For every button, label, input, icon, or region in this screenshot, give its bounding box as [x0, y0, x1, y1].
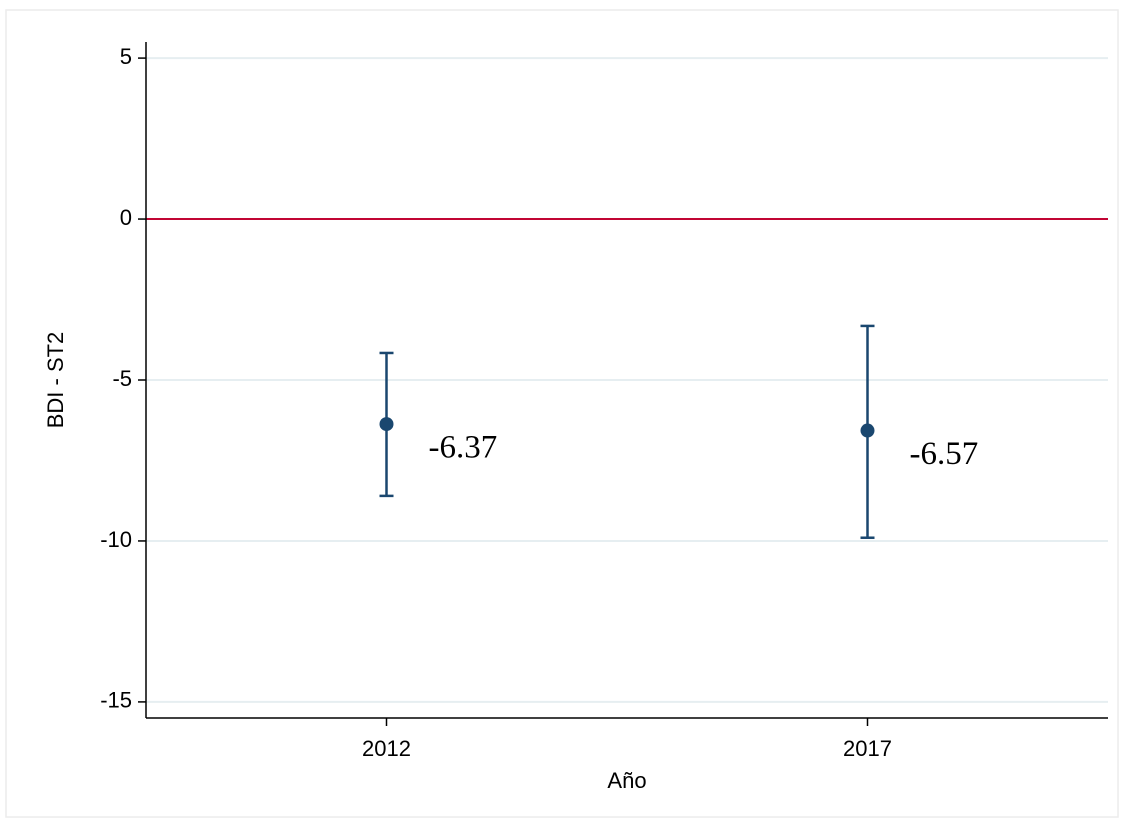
y-tick-label: 0	[120, 205, 132, 230]
x-axis-label: Año	[607, 768, 646, 793]
data-label: -6.37	[429, 430, 498, 466]
y-tick-label: -10	[100, 527, 132, 552]
y-tick-label: -15	[100, 688, 132, 713]
x-tick-label: 2017	[843, 736, 892, 761]
frame	[5, 9, 1119, 818]
x-tick-label: 2012	[362, 736, 411, 761]
data-label: -6.57	[910, 436, 979, 472]
point	[379, 417, 394, 432]
point	[860, 423, 875, 438]
y-tick-label: 5	[120, 44, 132, 69]
y-axis-label: BDI - ST2	[43, 332, 68, 429]
y-tick-label: -5	[112, 366, 132, 391]
